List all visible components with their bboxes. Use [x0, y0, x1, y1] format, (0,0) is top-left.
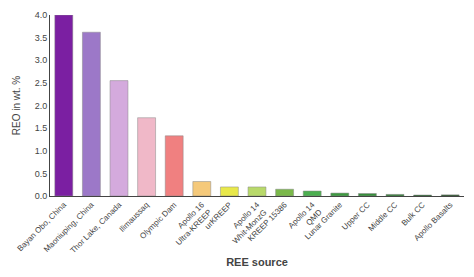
svg-text:3.5: 3.5 — [35, 33, 48, 43]
svg-text:Olympic Dam: Olympic Dam — [138, 200, 179, 241]
svg-text:0.5: 0.5 — [35, 169, 48, 179]
svg-text:Ilimaussaq: Ilimaussaq — [117, 200, 150, 233]
svg-text:Apollo 16Ultra-KREEP: Apollo 16Ultra-KREEP — [167, 200, 214, 247]
svg-text:Middle CC: Middle CC — [366, 200, 399, 233]
svg-text:Maoniuping, China: Maoniuping, China — [42, 200, 96, 254]
svg-text:Apollo 14QMD: Apollo 14QMD — [286, 200, 324, 238]
svg-text:1.0: 1.0 — [35, 146, 48, 156]
svg-text:2.5: 2.5 — [35, 78, 48, 88]
svg-text:REE source: REE source — [226, 256, 288, 268]
svg-text:Bulk CC: Bulk CC — [400, 200, 427, 227]
svg-text:Thor Lake, Canada: Thor Lake, Canada — [68, 200, 123, 255]
svg-text:0.0: 0.0 — [35, 191, 48, 201]
svg-text:4.0: 4.0 — [35, 10, 48, 20]
svg-text:Lunar Granite: Lunar Granite — [303, 200, 344, 241]
svg-text:3.0: 3.0 — [35, 55, 48, 65]
svg-text:2.0: 2.0 — [35, 101, 48, 111]
svg-text:urKREEP: urKREEP — [203, 200, 234, 231]
svg-text:KREEP 15386: KREEP 15386 — [246, 200, 289, 243]
svg-text:REO in wt. %: REO in wt. % — [11, 76, 22, 136]
svg-text:1.5: 1.5 — [35, 123, 48, 133]
svg-text:Apollo 14Whit-MonzG: Apollo 14Whit-MonzG — [223, 200, 269, 246]
svg-text:Bayan Obo, China: Bayan Obo, China — [15, 200, 68, 253]
svg-text:Upper CC: Upper CC — [340, 200, 372, 232]
svg-text:Apollo Basalts: Apollo Basalts — [412, 200, 454, 242]
